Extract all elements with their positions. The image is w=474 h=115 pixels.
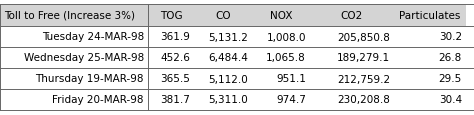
Bar: [394, 48, 466, 68]
Bar: [252, 68, 310, 89]
Text: Wednesday 25-MAR-98: Wednesday 25-MAR-98: [24, 53, 144, 63]
Bar: [194, 89, 252, 110]
Bar: [252, 48, 310, 68]
Text: 205,850.8: 205,850.8: [337, 32, 390, 42]
Bar: [148, 5, 194, 27]
Text: 5,131.2: 5,131.2: [208, 32, 248, 42]
Bar: [0, 48, 148, 68]
Bar: [310, 89, 394, 110]
Text: 951.1: 951.1: [276, 74, 306, 84]
Text: 1,008.0: 1,008.0: [266, 32, 306, 42]
Bar: [0, 27, 148, 48]
Bar: [394, 89, 466, 110]
Bar: [148, 89, 194, 110]
Text: 974.7: 974.7: [276, 95, 306, 105]
Text: 365.5: 365.5: [160, 74, 190, 84]
Text: Tuesday 24-MAR-98: Tuesday 24-MAR-98: [42, 32, 144, 42]
Bar: [194, 48, 252, 68]
Text: Friday 20-MAR-98: Friday 20-MAR-98: [53, 95, 144, 105]
Bar: [148, 27, 194, 48]
Text: CO: CO: [215, 11, 231, 21]
Text: 212,759.2: 212,759.2: [337, 74, 390, 84]
Text: 381.7: 381.7: [160, 95, 190, 105]
Text: 1,065.8: 1,065.8: [266, 53, 306, 63]
Bar: [194, 68, 252, 89]
Text: 452.6: 452.6: [160, 53, 190, 63]
Bar: [148, 68, 194, 89]
Text: NOX: NOX: [270, 11, 292, 21]
Text: TOG: TOG: [160, 11, 182, 21]
Bar: [0, 5, 148, 27]
Text: 26.8: 26.8: [439, 53, 462, 63]
Text: 230,208.8: 230,208.8: [337, 95, 390, 105]
Text: 189,279.1: 189,279.1: [337, 53, 390, 63]
Text: 5,311.0: 5,311.0: [208, 95, 248, 105]
Bar: [394, 68, 466, 89]
Text: Particulates: Particulates: [399, 11, 461, 21]
Bar: [194, 27, 252, 48]
Bar: [252, 5, 310, 27]
Text: Thursday 19-MAR-98: Thursday 19-MAR-98: [36, 74, 144, 84]
Bar: [252, 89, 310, 110]
Bar: [310, 27, 394, 48]
Text: Toll to Free (Increase 3%): Toll to Free (Increase 3%): [4, 11, 135, 21]
Bar: [310, 48, 394, 68]
Text: 30.4: 30.4: [439, 95, 462, 105]
Bar: [0, 68, 148, 89]
Bar: [394, 27, 466, 48]
Bar: [194, 5, 252, 27]
Bar: [252, 27, 310, 48]
Text: 30.2: 30.2: [439, 32, 462, 42]
Bar: [394, 5, 466, 27]
Bar: [0, 89, 148, 110]
Text: 29.5: 29.5: [439, 74, 462, 84]
Text: 5,112.0: 5,112.0: [208, 74, 248, 84]
Text: 361.9: 361.9: [160, 32, 190, 42]
Text: CO2: CO2: [341, 11, 363, 21]
Bar: [148, 48, 194, 68]
Bar: [310, 5, 394, 27]
Bar: [310, 68, 394, 89]
Text: 6,484.4: 6,484.4: [208, 53, 248, 63]
